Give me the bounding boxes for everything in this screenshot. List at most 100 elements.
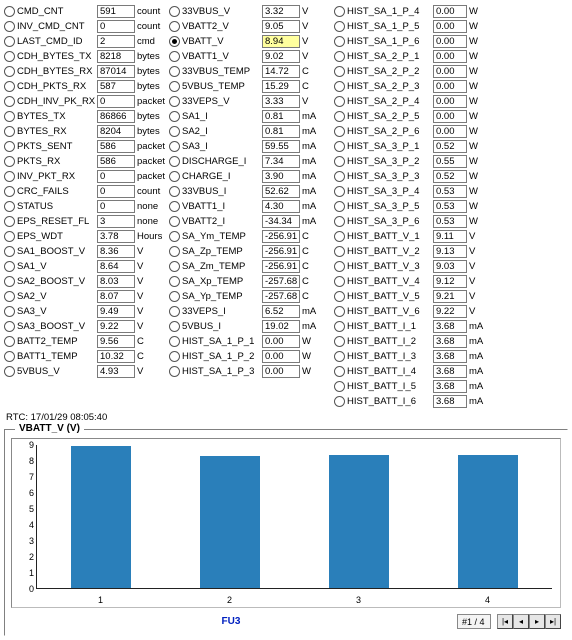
field-value[interactable]: 0.00	[433, 95, 467, 108]
field-value[interactable]: 586	[97, 155, 135, 168]
select-radio[interactable]	[4, 21, 15, 32]
select-radio[interactable]	[334, 141, 345, 152]
select-radio[interactable]	[169, 171, 180, 182]
field-value[interactable]: 3.68	[433, 320, 467, 333]
select-radio[interactable]	[334, 351, 345, 362]
select-radio[interactable]	[334, 246, 345, 257]
select-radio[interactable]	[4, 321, 15, 332]
field-value[interactable]: 3.90	[262, 170, 300, 183]
field-value[interactable]: -34.34	[262, 215, 300, 228]
select-radio[interactable]	[169, 111, 180, 122]
select-radio[interactable]	[4, 261, 15, 272]
field-value[interactable]: 86866	[97, 110, 135, 123]
select-radio[interactable]	[4, 171, 15, 182]
select-radio[interactable]	[4, 351, 15, 362]
select-radio[interactable]	[169, 276, 180, 287]
field-value[interactable]: 52.62	[262, 185, 300, 198]
field-value[interactable]: 0.52	[433, 170, 467, 183]
select-radio[interactable]	[169, 306, 180, 317]
field-value[interactable]: 0.52	[433, 140, 467, 153]
select-radio[interactable]	[4, 126, 15, 137]
select-radio[interactable]	[334, 321, 345, 332]
select-radio[interactable]	[169, 141, 180, 152]
field-value[interactable]: 59.55	[262, 140, 300, 153]
select-radio[interactable]	[169, 6, 180, 17]
field-value[interactable]: 2	[97, 35, 135, 48]
select-radio[interactable]	[169, 216, 180, 227]
select-radio[interactable]	[169, 231, 180, 242]
select-radio[interactable]	[169, 261, 180, 272]
select-radio[interactable]	[169, 81, 180, 92]
select-radio[interactable]	[334, 186, 345, 197]
field-value[interactable]: 0.00	[262, 350, 300, 363]
field-value[interactable]: 0.00	[433, 20, 467, 33]
select-radio[interactable]	[334, 6, 345, 17]
field-value[interactable]: 3.32	[262, 5, 300, 18]
field-value[interactable]: 3.68	[433, 350, 467, 363]
field-value[interactable]: 0.00	[433, 65, 467, 78]
select-radio[interactable]	[169, 21, 180, 32]
field-value[interactable]: 15.29	[262, 80, 300, 93]
select-radio[interactable]	[4, 201, 15, 212]
field-value[interactable]: -256.91	[262, 230, 300, 243]
field-value[interactable]: 9.02	[262, 50, 300, 63]
select-radio[interactable]	[4, 66, 15, 77]
field-value[interactable]: -256.91	[262, 260, 300, 273]
field-value[interactable]: 0	[97, 20, 135, 33]
select-radio[interactable]	[334, 96, 345, 107]
pager-prev-button[interactable]: ◂	[513, 614, 529, 629]
field-value[interactable]: -256.91	[262, 245, 300, 258]
field-value[interactable]: 0.00	[433, 125, 467, 138]
field-value[interactable]: 87014	[97, 65, 135, 78]
field-value[interactable]: 0.55	[433, 155, 467, 168]
field-value[interactable]: 8.07	[97, 290, 135, 303]
field-value[interactable]: 8204	[97, 125, 135, 138]
field-value[interactable]: -257.68	[262, 290, 300, 303]
select-radio[interactable]	[4, 6, 15, 17]
field-value[interactable]: 0.00	[433, 35, 467, 48]
field-value[interactable]: 9.22	[97, 320, 135, 333]
select-radio[interactable]	[334, 366, 345, 377]
select-radio[interactable]	[4, 81, 15, 92]
select-radio[interactable]	[334, 276, 345, 287]
select-radio[interactable]	[169, 291, 180, 302]
field-value[interactable]: 0.00	[433, 50, 467, 63]
field-value[interactable]: 9.03	[433, 260, 467, 273]
field-value[interactable]: 0.53	[433, 185, 467, 198]
field-value[interactable]: 8.36	[97, 245, 135, 258]
select-radio[interactable]	[334, 111, 345, 122]
select-radio[interactable]	[334, 306, 345, 317]
field-value[interactable]: 19.02	[262, 320, 300, 333]
select-radio[interactable]	[334, 291, 345, 302]
field-value[interactable]: 0.00	[433, 80, 467, 93]
field-value[interactable]: 0.00	[433, 110, 467, 123]
select-radio[interactable]	[169, 186, 180, 197]
select-radio[interactable]	[334, 66, 345, 77]
select-radio[interactable]	[334, 21, 345, 32]
select-radio[interactable]	[334, 126, 345, 137]
select-radio[interactable]	[4, 246, 15, 257]
select-radio[interactable]	[334, 36, 345, 47]
select-radio[interactable]	[169, 36, 180, 47]
field-value[interactable]: 9.11	[433, 230, 467, 243]
field-value[interactable]: 0.53	[433, 215, 467, 228]
select-radio[interactable]	[169, 201, 180, 212]
select-radio[interactable]	[4, 156, 15, 167]
field-value[interactable]: 9.21	[433, 290, 467, 303]
field-value[interactable]: -257.68	[262, 275, 300, 288]
field-value[interactable]: 9.56	[97, 335, 135, 348]
select-radio[interactable]	[169, 66, 180, 77]
select-radio[interactable]	[334, 81, 345, 92]
field-value[interactable]: 3.68	[433, 335, 467, 348]
field-value[interactable]: 14.72	[262, 65, 300, 78]
select-radio[interactable]	[169, 246, 180, 257]
select-radio[interactable]	[334, 201, 345, 212]
field-value[interactable]: 6.52	[262, 305, 300, 318]
field-value[interactable]: 3.78	[97, 230, 135, 243]
select-radio[interactable]	[169, 51, 180, 62]
select-radio[interactable]	[169, 96, 180, 107]
select-radio[interactable]	[4, 216, 15, 227]
pager-next-button[interactable]: ▸	[529, 614, 545, 629]
field-value[interactable]: 9.22	[433, 305, 467, 318]
field-value[interactable]: 0.00	[262, 365, 300, 378]
